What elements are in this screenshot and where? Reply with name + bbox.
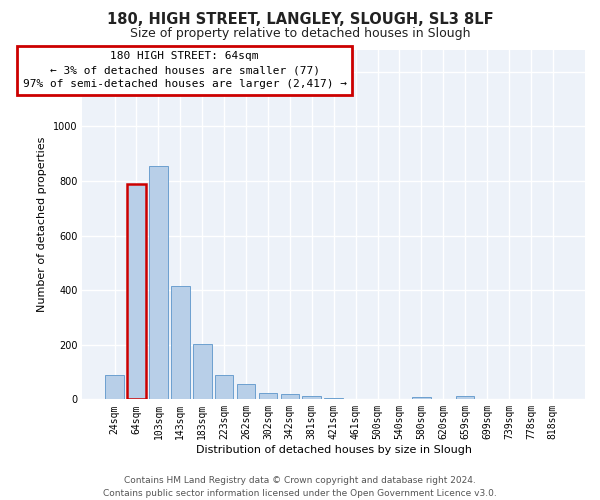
Bar bbox=[281, 394, 299, 400]
Text: Contains HM Land Registry data © Crown copyright and database right 2024.
Contai: Contains HM Land Registry data © Crown c… bbox=[103, 476, 497, 498]
Text: 180 HIGH STREET: 64sqm
← 3% of detached houses are smaller (77)
97% of semi-deta: 180 HIGH STREET: 64sqm ← 3% of detached … bbox=[23, 52, 347, 90]
Bar bbox=[149, 166, 167, 400]
Bar bbox=[127, 184, 146, 400]
Bar bbox=[456, 396, 475, 400]
Bar bbox=[412, 396, 431, 400]
Bar bbox=[237, 384, 256, 400]
Bar bbox=[325, 398, 343, 400]
Bar bbox=[259, 394, 277, 400]
X-axis label: Distribution of detached houses by size in Slough: Distribution of detached houses by size … bbox=[196, 445, 472, 455]
Text: Size of property relative to detached houses in Slough: Size of property relative to detached ho… bbox=[130, 28, 470, 40]
Bar bbox=[368, 399, 387, 400]
Y-axis label: Number of detached properties: Number of detached properties bbox=[37, 137, 47, 312]
Bar bbox=[302, 396, 321, 400]
Text: 180, HIGH STREET, LANGLEY, SLOUGH, SL3 8LF: 180, HIGH STREET, LANGLEY, SLOUGH, SL3 8… bbox=[107, 12, 493, 28]
Bar bbox=[193, 344, 212, 400]
Bar bbox=[105, 375, 124, 400]
Bar bbox=[215, 375, 233, 400]
Bar bbox=[171, 286, 190, 400]
Bar bbox=[346, 398, 365, 400]
